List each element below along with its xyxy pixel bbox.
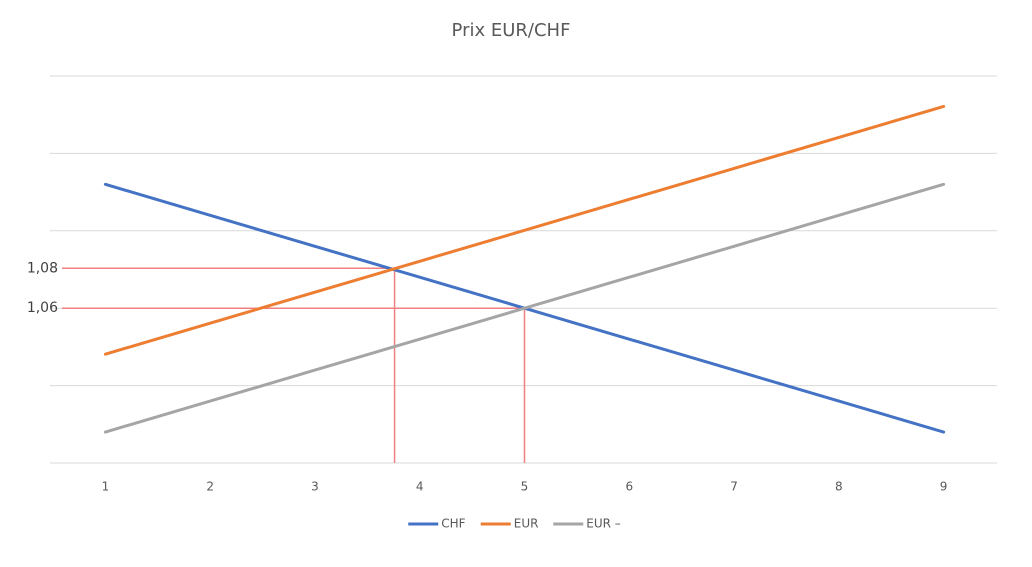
legend-label: EUR – bbox=[586, 517, 621, 531]
chart-title: Prix EUR/CHF bbox=[452, 20, 571, 41]
legend-label: EUR bbox=[514, 517, 539, 531]
x-tick-label: 8 bbox=[835, 480, 843, 494]
x-tick-label: 9 bbox=[940, 480, 948, 494]
legend-label: CHF bbox=[441, 517, 465, 531]
x-tick-label: 2 bbox=[206, 480, 214, 494]
series-line bbox=[103, 182, 946, 434]
x-tick-label: 4 bbox=[416, 480, 424, 494]
x-tick-label: 6 bbox=[625, 480, 633, 494]
x-tick-label: 5 bbox=[521, 480, 529, 494]
series-line bbox=[103, 104, 946, 356]
x-tick-label: 3 bbox=[311, 480, 319, 494]
y-tick-label: 1,08 bbox=[27, 260, 58, 276]
y-tick-label: 1,06 bbox=[27, 300, 58, 316]
x-tick-label: 7 bbox=[730, 480, 738, 494]
x-tick-label: 1 bbox=[102, 480, 110, 494]
